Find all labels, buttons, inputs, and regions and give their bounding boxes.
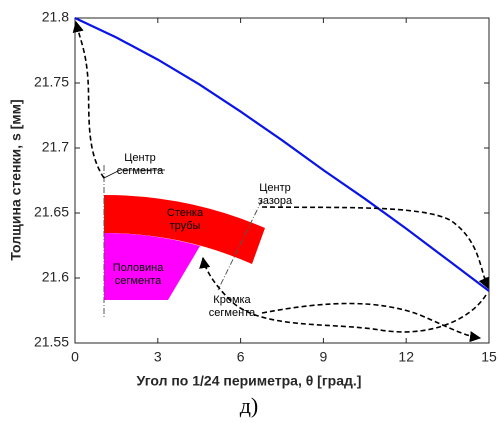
x-tick-label: 3 [154, 349, 162, 365]
arrow [199, 256, 487, 333]
leader [103, 169, 165, 179]
annotation: сегмента [209, 307, 256, 319]
pipe-wall [104, 194, 265, 264]
x-tick-label: 15 [481, 349, 497, 365]
arrow [261, 302, 482, 343]
annotation: зазора [258, 195, 293, 207]
annotation: трубы [170, 220, 201, 232]
y-tick-label: 21.65 [34, 204, 69, 220]
x-tick-label: 6 [237, 349, 245, 365]
annotation: Центр [259, 182, 291, 194]
annotation: Центр [124, 152, 156, 164]
half-segment [104, 233, 200, 300]
y-axis-label: Толщина стенки, s [мм] [8, 99, 24, 260]
y-tick-label: 21.8 [42, 9, 69, 25]
x-tick-label: 0 [71, 349, 79, 365]
annotation: Кромка [213, 294, 251, 306]
annotation: сегмента [117, 165, 164, 177]
line-series [74, 17, 490, 292]
caption: д) [240, 393, 259, 418]
annotation: Стенка [167, 207, 204, 219]
annotation: сегмента [115, 275, 162, 287]
x-tick-label: 9 [320, 349, 328, 365]
x-axis-label: Угол по 1/24 периметра, θ [град.] [137, 373, 362, 389]
annotation: Половина [113, 262, 165, 274]
arrow [72, 20, 105, 179]
arrow [261, 206, 490, 290]
gap-line [217, 199, 263, 291]
y-tick-label: 21.7 [42, 139, 69, 155]
inset-diagram [72, 20, 490, 343]
y-tick-label: 21.75 [34, 74, 69, 90]
x-tick-label: 12 [398, 349, 414, 365]
y-tick-label: 21.6 [42, 269, 69, 285]
y-tick-label: 21.55 [34, 334, 69, 350]
